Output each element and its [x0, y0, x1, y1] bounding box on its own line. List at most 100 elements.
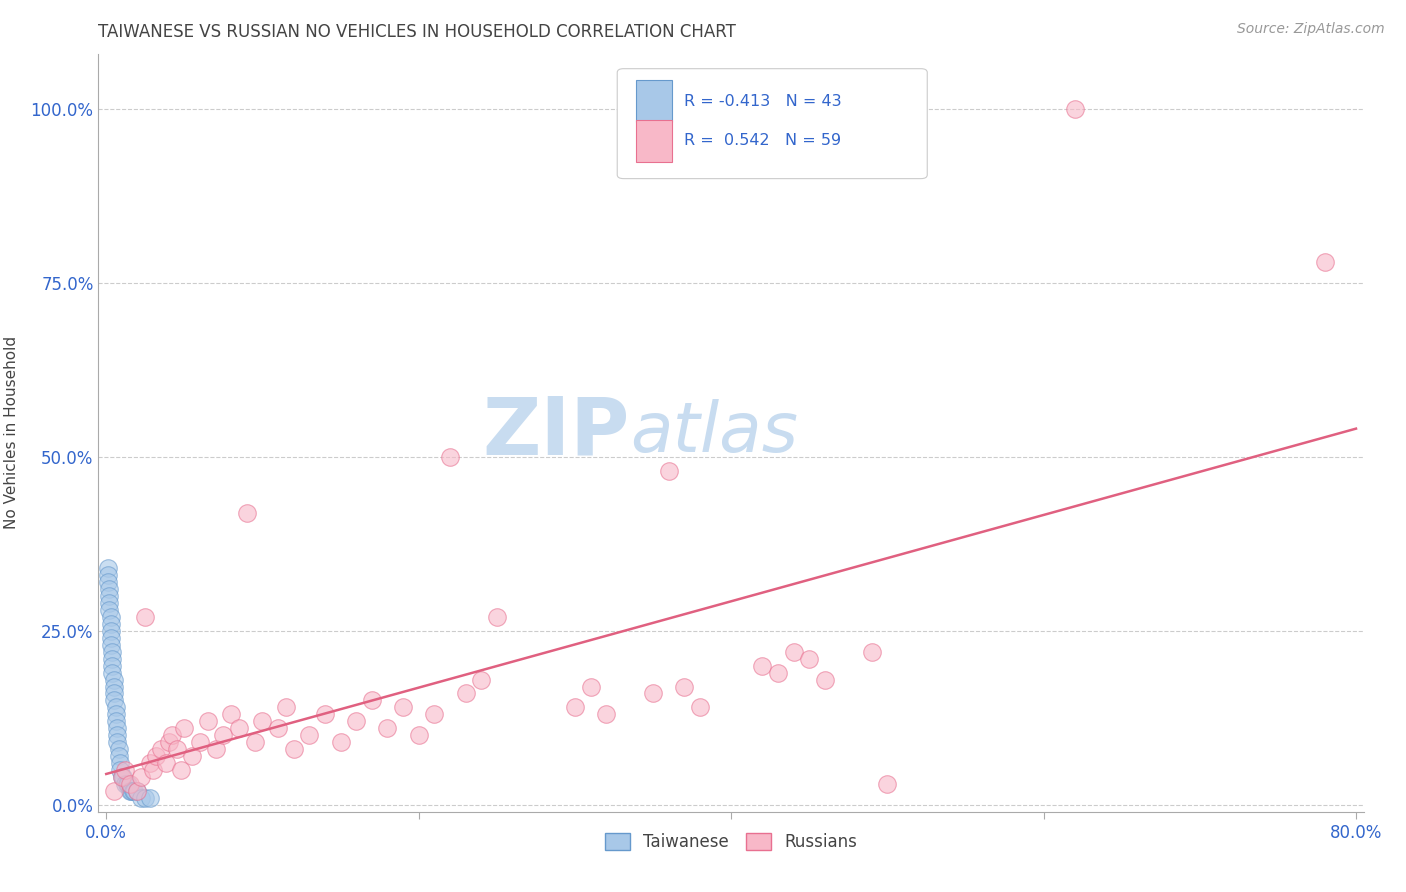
Point [173, 721, 195, 735]
Point [439, 450, 461, 464]
Point [107, 742, 129, 756]
Point [641, 686, 664, 700]
Point [423, 707, 446, 722]
Point [104, 700, 127, 714]
Y-axis label: No Vehicles in Household: No Vehicles in Household [4, 336, 20, 529]
Point [243, 735, 266, 749]
Point [114, 777, 136, 791]
Point [107, 749, 129, 764]
Point [127, 784, 149, 798]
Point [100, 631, 122, 645]
Point [470, 673, 492, 687]
Point [274, 700, 297, 714]
Point [134, 610, 156, 624]
Point [118, 784, 141, 798]
Point [103, 686, 125, 700]
Point [782, 645, 804, 659]
Point [98, 603, 121, 617]
Point [252, 714, 274, 729]
Point [110, 756, 132, 770]
Point [139, 756, 162, 770]
Point [103, 673, 125, 687]
Point [98, 596, 121, 610]
Point [114, 763, 136, 777]
Point [139, 790, 162, 805]
Text: Source: ZipAtlas.com: Source: ZipAtlas.com [1237, 22, 1385, 37]
Point [155, 756, 177, 770]
Point [129, 790, 152, 805]
Point [329, 735, 352, 749]
Point [228, 721, 250, 735]
Point [283, 742, 305, 756]
Point [124, 784, 146, 798]
Point [751, 658, 773, 673]
Point [98, 589, 121, 603]
Point [360, 693, 382, 707]
Point [485, 610, 508, 624]
Point [103, 680, 125, 694]
Point [134, 790, 156, 805]
Point [129, 770, 152, 784]
Point [876, 777, 898, 791]
Point [115, 777, 138, 791]
Point [1063, 102, 1085, 116]
Point [799, 651, 821, 665]
Point [111, 770, 134, 784]
Text: ZIP: ZIP [482, 393, 630, 472]
Point [181, 749, 204, 764]
Point [105, 721, 128, 735]
Point [118, 777, 141, 791]
Point [344, 714, 367, 729]
Point [145, 749, 167, 764]
Text: TAIWANESE VS RUSSIAN NO VEHICLES IN HOUSEHOLD CORRELATION CHART: TAIWANESE VS RUSSIAN NO VEHICLES IN HOUS… [98, 23, 737, 41]
Point [408, 728, 430, 742]
Point [860, 645, 883, 659]
Point [212, 728, 235, 742]
Point [101, 658, 124, 673]
Point [101, 645, 124, 659]
Point [103, 693, 125, 707]
Point [579, 680, 602, 694]
Point [595, 707, 617, 722]
Point [149, 742, 172, 756]
Point [120, 784, 142, 798]
Point [170, 763, 193, 777]
Point [100, 624, 122, 638]
Point [142, 763, 165, 777]
Legend: Taiwanese, Russians: Taiwanese, Russians [599, 827, 863, 858]
Point [157, 735, 180, 749]
Point [377, 721, 399, 735]
Point [112, 770, 135, 784]
Point [105, 728, 128, 742]
Point [298, 728, 321, 742]
Point [97, 561, 120, 575]
Text: R =  0.542   N = 59: R = 0.542 N = 59 [685, 133, 841, 148]
Point [392, 700, 415, 714]
Point [197, 714, 219, 729]
Point [103, 784, 125, 798]
Point [97, 575, 120, 590]
Point [160, 728, 183, 742]
Point [121, 784, 143, 798]
Bar [636, 80, 672, 122]
Point [454, 686, 477, 700]
Point [188, 735, 211, 749]
Point [101, 665, 124, 680]
Point [97, 568, 120, 582]
Point [673, 680, 696, 694]
Point [564, 700, 586, 714]
Point [219, 707, 242, 722]
Point [658, 464, 681, 478]
Point [314, 707, 336, 722]
Point [766, 665, 789, 680]
Point [1313, 255, 1336, 269]
Point [111, 770, 134, 784]
Point [267, 721, 290, 735]
Point [105, 735, 128, 749]
Bar [636, 120, 672, 161]
Point [117, 777, 139, 791]
Text: atlas: atlas [630, 399, 797, 467]
Point [236, 506, 259, 520]
Text: R = -0.413   N = 43: R = -0.413 N = 43 [685, 94, 842, 109]
Point [204, 742, 226, 756]
